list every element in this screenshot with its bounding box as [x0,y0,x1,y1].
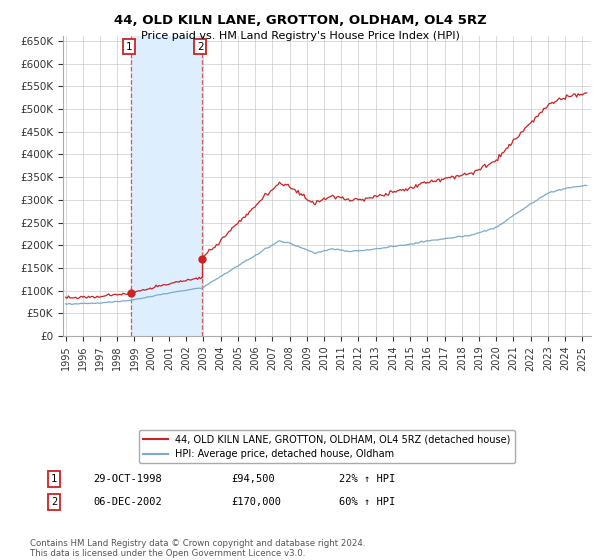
Text: 2: 2 [51,497,57,507]
Text: 29-OCT-1998: 29-OCT-1998 [93,474,162,484]
Text: 44, OLD KILN LANE, GROTTON, OLDHAM, OL4 5RZ: 44, OLD KILN LANE, GROTTON, OLDHAM, OL4 … [113,14,487,27]
Text: £170,000: £170,000 [231,497,281,507]
Text: 06-DEC-2002: 06-DEC-2002 [93,497,162,507]
Text: 1: 1 [51,474,57,484]
Text: Price paid vs. HM Land Registry's House Price Index (HPI): Price paid vs. HM Land Registry's House … [140,31,460,41]
Text: 2: 2 [197,42,203,52]
Text: £94,500: £94,500 [231,474,275,484]
Bar [131,36,202,336]
Text: 60% ↑ HPI: 60% ↑ HPI [339,497,395,507]
Text: 22% ↑ HPI: 22% ↑ HPI [339,474,395,484]
Text: Contains HM Land Registry data © Crown copyright and database right 2024.
This d: Contains HM Land Registry data © Crown c… [30,539,365,558]
Legend: 44, OLD KILN LANE, GROTTON, OLDHAM, OL4 5RZ (detached house), HPI: Average price: 44, OLD KILN LANE, GROTTON, OLDHAM, OL4 … [139,430,515,463]
Text: 1: 1 [126,42,133,52]
